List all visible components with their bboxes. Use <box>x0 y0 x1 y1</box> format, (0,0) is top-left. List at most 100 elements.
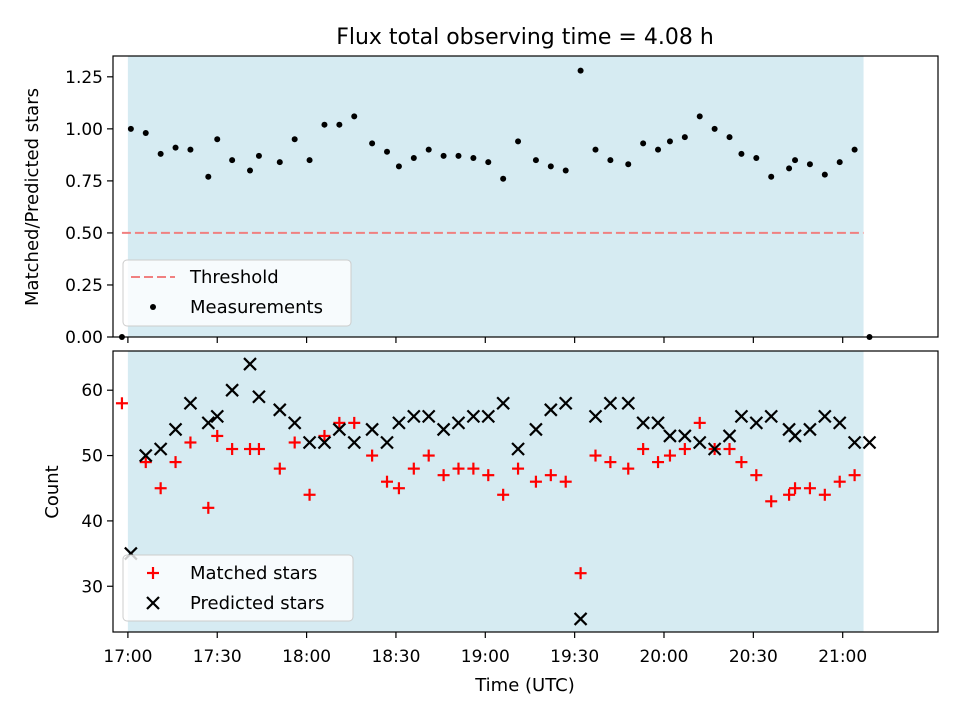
bottom-x-tick-label: 19:30 <box>550 647 599 667</box>
predicted-star-point-b <box>317 435 332 450</box>
measurement-point <box>681 134 688 141</box>
predicted-star-point <box>436 422 451 437</box>
predicted-star-point <box>302 435 317 450</box>
matched-star-point <box>833 475 846 488</box>
predicted-star-point <box>287 416 302 430</box>
top-y-tick-label: 0.00 <box>65 328 103 348</box>
predicted-star-point-b <box>466 409 481 424</box>
matched-star-point <box>154 482 167 495</box>
matched-star-point <box>589 449 602 462</box>
matched-star-point <box>211 429 224 442</box>
predicted-star-point <box>496 396 510 411</box>
measurement-point <box>768 173 775 180</box>
bottom-x-tick-label: 18:30 <box>371 647 420 667</box>
matched-star-point <box>115 397 128 410</box>
measurement-point <box>410 154 417 161</box>
predicted-star-point <box>481 409 496 424</box>
top-y-tick-label: 0.75 <box>65 172 103 192</box>
predicted-star-point <box>365 422 379 437</box>
matched-star-point <box>512 462 525 475</box>
predicted-star-point-b <box>692 435 707 450</box>
measurement-point <box>515 138 522 145</box>
predicted-star-point <box>621 396 636 411</box>
predicted-star-point-b <box>764 409 778 424</box>
measurement-point <box>276 159 283 166</box>
predicted-star-point <box>407 409 421 424</box>
bottom-x-tick-label: 20:30 <box>729 647 778 667</box>
matched-star-point <box>184 436 197 449</box>
measurement-point <box>205 173 212 180</box>
matched-star-point <box>622 462 635 475</box>
bottom-y-axis-label: Count <box>42 465 63 518</box>
top-y-tick-label: 0.25 <box>65 276 103 296</box>
predicted-star-point <box>183 396 198 411</box>
matched-star-point <box>497 488 510 501</box>
predicted-star-point <box>722 429 737 443</box>
matched-star-point <box>366 449 379 462</box>
predicted-star-point-b <box>347 435 362 450</box>
matched-star-point <box>529 475 542 488</box>
measurement-point <box>500 175 507 182</box>
predicted-star-point <box>663 429 677 443</box>
matched-star-point <box>381 475 394 488</box>
matched-star-point <box>735 456 748 469</box>
measurement-point <box>247 167 254 174</box>
x-axis-label: Time (UTC) <box>474 675 575 696</box>
matched-star-point <box>678 443 691 456</box>
matched-star-point <box>663 449 676 462</box>
predicted-star-point <box>678 429 692 443</box>
predicted-star-point-b <box>818 409 832 424</box>
measurement-point <box>696 113 703 120</box>
predicted-star-point <box>529 422 543 437</box>
predicted-star-point-b <box>252 389 266 404</box>
predicted-star-point <box>466 409 481 424</box>
measurement-point <box>806 161 813 168</box>
matched-star-point <box>392 482 405 495</box>
matched-star-point <box>407 462 420 475</box>
matched-star-point <box>273 462 286 475</box>
predicted-star-point <box>380 435 394 450</box>
matched-star-point <box>544 469 557 482</box>
bottom-x-tick-label: 21:00 <box>818 647 867 667</box>
predicted-star-point-b <box>168 422 183 437</box>
predicted-star-point-b <box>621 396 636 411</box>
measurement-point <box>786 165 793 172</box>
matched-star-point <box>303 488 316 501</box>
measurement-point <box>607 157 614 164</box>
predicted-star-point <box>511 442 525 456</box>
measurement-point <box>547 163 554 170</box>
measurement-point <box>655 146 662 153</box>
bottom-x-tick-label: 18:00 <box>282 647 331 667</box>
bottom-y-tick-label: 50 <box>81 447 103 467</box>
matched-star-point <box>422 449 435 462</box>
predicted-star-point <box>225 383 239 397</box>
predicted-star-point-b <box>803 422 817 437</box>
bottom-legend: Matched stars Predicted stars <box>122 554 354 622</box>
matched-star-point <box>559 475 572 488</box>
bottom-y-tick-label: 30 <box>81 577 103 597</box>
top-y-tick-label: 1.00 <box>65 120 103 140</box>
measurement-point <box>306 157 313 164</box>
measurement-point <box>291 136 298 143</box>
predicted-star-point-b <box>138 448 153 463</box>
matched-star-point <box>348 416 361 429</box>
bottom-x-tick-label: 17:30 <box>193 647 242 667</box>
matched-star-point <box>139 456 152 469</box>
bottom-axes-frame <box>112 350 939 633</box>
matched-star-point <box>333 416 346 429</box>
predicted-star-point <box>392 416 406 430</box>
predicted-star-point-b <box>636 416 650 430</box>
measurement-point <box>562 167 569 174</box>
bottom-y-tick-label: 60 <box>81 381 103 401</box>
matched-star-point <box>848 469 861 482</box>
predicted-star-point-b <box>153 442 168 456</box>
matched-star-point <box>765 495 778 508</box>
predicted-star-point-b <box>496 396 510 411</box>
measurement-point <box>229 157 236 164</box>
predicted-star-point-b <box>392 416 406 430</box>
measurement-point <box>321 121 328 128</box>
predicted-star-point-b <box>201 416 216 430</box>
predicted-star-point-b <box>365 422 379 437</box>
predicted-star-point <box>803 422 817 437</box>
